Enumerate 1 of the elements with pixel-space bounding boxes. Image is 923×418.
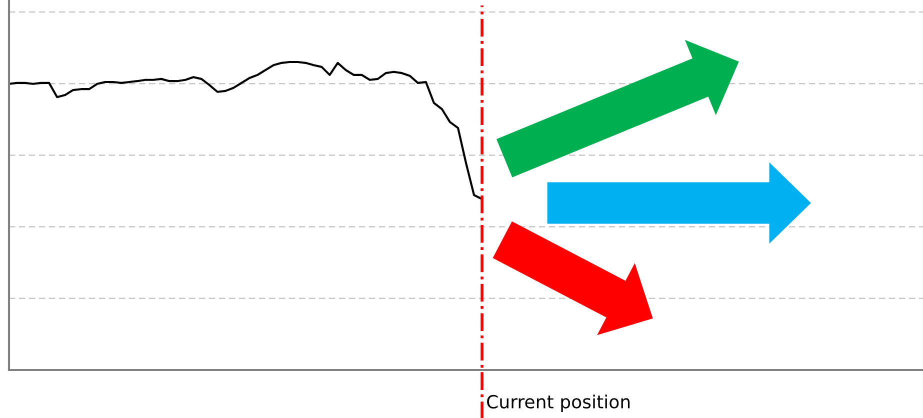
text: Current position bbox=[487, 394, 630, 412]
